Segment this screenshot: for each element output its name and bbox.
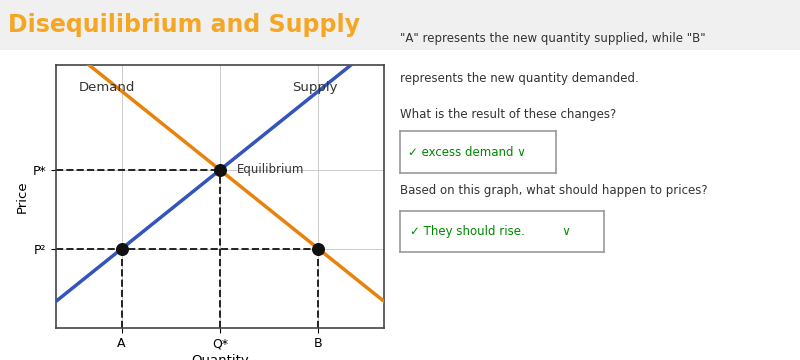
- Text: represents the new quantity demanded.: represents the new quantity demanded.: [400, 72, 638, 85]
- Text: ✓ excess demand ∨: ✓ excess demand ∨: [408, 145, 526, 159]
- Text: Supply: Supply: [292, 81, 338, 94]
- Point: [115, 246, 128, 252]
- X-axis label: Quantity: Quantity: [191, 355, 249, 360]
- Text: ✓ They should rise.          ∨: ✓ They should rise. ∨: [410, 225, 571, 238]
- Point: [214, 167, 226, 173]
- Text: Disequilibrium and Supply: Disequilibrium and Supply: [8, 13, 360, 37]
- Y-axis label: Price: Price: [15, 180, 28, 212]
- Text: Based on this graph, what should happen to prices?: Based on this graph, what should happen …: [400, 184, 708, 197]
- Text: "A" represents the new quantity supplied, while "B": "A" represents the new quantity supplied…: [400, 32, 706, 45]
- Text: Demand: Demand: [79, 81, 135, 94]
- Text: What is the result of these changes?: What is the result of these changes?: [400, 108, 616, 121]
- Point: [312, 246, 325, 252]
- Text: Equilibrium: Equilibrium: [237, 163, 304, 176]
